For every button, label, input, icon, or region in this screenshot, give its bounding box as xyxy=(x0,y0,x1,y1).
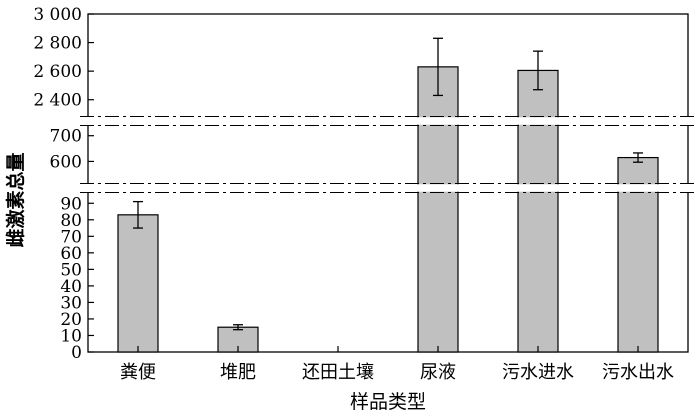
y-tick-label: 2 600 xyxy=(33,62,82,82)
bar-break-gap xyxy=(417,117,459,125)
bar xyxy=(517,69,559,353)
y-tick-label: 3 000 xyxy=(33,5,82,25)
x-category-label: 尿液 xyxy=(420,362,456,383)
y-tick-label: 60 xyxy=(60,244,82,264)
bar-break-gap xyxy=(417,184,459,192)
axis-break-gap xyxy=(87,116,689,126)
y-tick-label: 90 xyxy=(60,194,82,214)
axis-break-gap xyxy=(87,183,689,193)
y-tick-label: 80 xyxy=(60,211,82,231)
y-tick-label: 2 800 xyxy=(33,34,82,54)
bar xyxy=(117,214,159,353)
y-tick-label: 50 xyxy=(60,260,82,280)
x-category-label: 还田土壤 xyxy=(302,362,374,383)
x-category-label: 污水出水 xyxy=(602,362,674,383)
y-tick-label: 10 xyxy=(60,326,82,346)
y-tick-label: 700 xyxy=(50,127,82,147)
y-tick-label: 40 xyxy=(60,277,82,297)
bar-break-gap xyxy=(517,184,559,192)
y-tick-label: 2 400 xyxy=(33,91,82,111)
y-tick-label: 70 xyxy=(60,227,82,247)
plot-area: 2 400 2 600 2 800 3 000 600 700 01020304050607… xyxy=(33,5,696,383)
y-tick-label: 30 xyxy=(60,293,82,313)
bar xyxy=(417,66,459,353)
x-category-label: 粪便 xyxy=(120,362,156,383)
x-category-label: 污水进水 xyxy=(502,362,574,383)
x-category-label: 堆肥 xyxy=(220,362,256,383)
bar-break-gap xyxy=(617,184,659,192)
y-tick-label: 20 xyxy=(60,310,82,330)
y-tick-label: 0 xyxy=(71,343,82,363)
bar-break-gap xyxy=(517,117,559,125)
x-axis-title: 样品类型 xyxy=(350,391,426,413)
y-tick-label: 600 xyxy=(50,152,82,172)
y-axis-title: 雌激素总量 xyxy=(4,152,27,247)
